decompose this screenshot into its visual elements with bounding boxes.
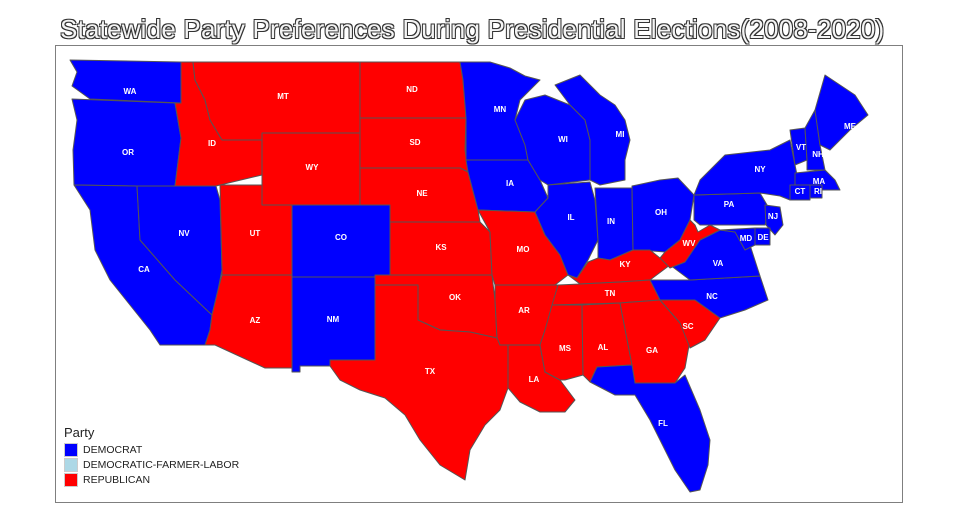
state-label-nv: NV: [178, 229, 190, 238]
state-label-ks: KS: [435, 243, 447, 252]
legend-swatch-democratic-farmer-labor: [64, 457, 78, 472]
state-tx: [329, 284, 509, 481]
state-label-ne: NE: [416, 189, 428, 198]
legend-label-republican: REPUBLICAN: [83, 473, 151, 486]
state-me: [814, 74, 869, 151]
state-label-ms: MS: [559, 344, 572, 353]
state-label-az: AZ: [250, 316, 261, 325]
state-label-ky: KY: [619, 260, 631, 269]
state-label-mn: MN: [494, 105, 507, 114]
state-label-nj: NJ: [768, 212, 778, 221]
state-label-wy: WY: [306, 163, 320, 172]
state-ny: [693, 139, 801, 201]
state-or: [71, 98, 182, 187]
state-nm: [291, 276, 376, 373]
state-label-al: AL: [598, 343, 609, 352]
state-labels-layer: WA OR CA NV ID MT WY UT AZ CO NM ND SD NE KS OK TX MN IA MO…: [122, 85, 857, 428]
state-label-co: CO: [335, 233, 347, 242]
state-label-in: IN: [607, 217, 615, 226]
state-ct: [789, 184, 811, 201]
legend-item-democrat: DEMOCRAT: [64, 442, 239, 457]
state-fl: [589, 364, 711, 493]
state-label-pa: PA: [724, 200, 735, 209]
state-label-or: OR: [122, 148, 134, 157]
state-wv: [659, 219, 721, 269]
states-layer: [69, 59, 869, 493]
state-label-va: VA: [713, 259, 724, 268]
state-label-mt: MT: [277, 92, 289, 101]
state-label-il: IL: [567, 213, 574, 222]
state-label-ia: IA: [506, 179, 514, 188]
state-label-nc: NC: [706, 292, 718, 301]
state-label-ut: UT: [250, 229, 261, 238]
legend-label-democrat: DEMOCRAT: [83, 443, 143, 456]
legend-item-democratic-farmer-labor: DEMOCRATIC-FARMER-LABOR: [64, 457, 239, 472]
state-label-id: ID: [208, 139, 216, 148]
legend-swatch-democrat: [64, 442, 78, 457]
state-label-ri: RI: [814, 187, 822, 196]
state-label-tx: TX: [425, 367, 436, 376]
state-label-wa: WA: [124, 87, 137, 96]
legend-item-republican: REPUBLICAN: [64, 472, 239, 487]
state-label-nd: ND: [406, 85, 418, 94]
legend-title: Party: [64, 425, 95, 440]
state-ri: [809, 184, 823, 199]
state-label-nm: NM: [327, 315, 340, 324]
legend-swatch-republican: [64, 472, 78, 487]
state-wa: [69, 59, 182, 104]
legend: Party DEMOCRAT DEMOCRATIC-FARMER-LABOR R…: [64, 425, 239, 487]
state-label-mo: MO: [517, 245, 530, 254]
state-label-tn: TN: [605, 289, 616, 298]
state-label-wi: WI: [558, 135, 568, 144]
state-az: [204, 274, 293, 369]
state-label-md: MD: [740, 234, 753, 243]
state-mi: [554, 74, 631, 186]
state-label-ar: AR: [518, 306, 530, 315]
state-label-me: ME: [844, 122, 857, 131]
state-label-mi: MI: [616, 130, 625, 139]
state-label-la: LA: [529, 375, 540, 384]
state-md: [719, 227, 756, 251]
state-label-ca: CA: [138, 265, 150, 274]
state-label-ok: OK: [449, 293, 461, 302]
state-label-ct: CT: [795, 187, 806, 196]
state-label-fl: FL: [658, 419, 668, 428]
state-label-wv: WV: [683, 239, 697, 248]
state-label-ny: NY: [754, 165, 766, 174]
state-label-de: DE: [757, 233, 769, 242]
state-label-nh: NH: [812, 150, 824, 159]
state-label-oh: OH: [655, 208, 667, 217]
state-label-sd: SD: [409, 138, 420, 147]
state-label-vt: VT: [796, 143, 806, 152]
state-wi: [514, 94, 591, 186]
state-label-sc: SC: [682, 322, 693, 331]
legend-label-democratic-farmer-labor: DEMOCRATIC-FARMER-LABOR: [83, 458, 240, 471]
state-label-ga: GA: [646, 346, 658, 355]
page-title: Statewide Party Preferences During Presi…: [60, 14, 885, 44]
state-label-ma: MA: [813, 177, 826, 186]
